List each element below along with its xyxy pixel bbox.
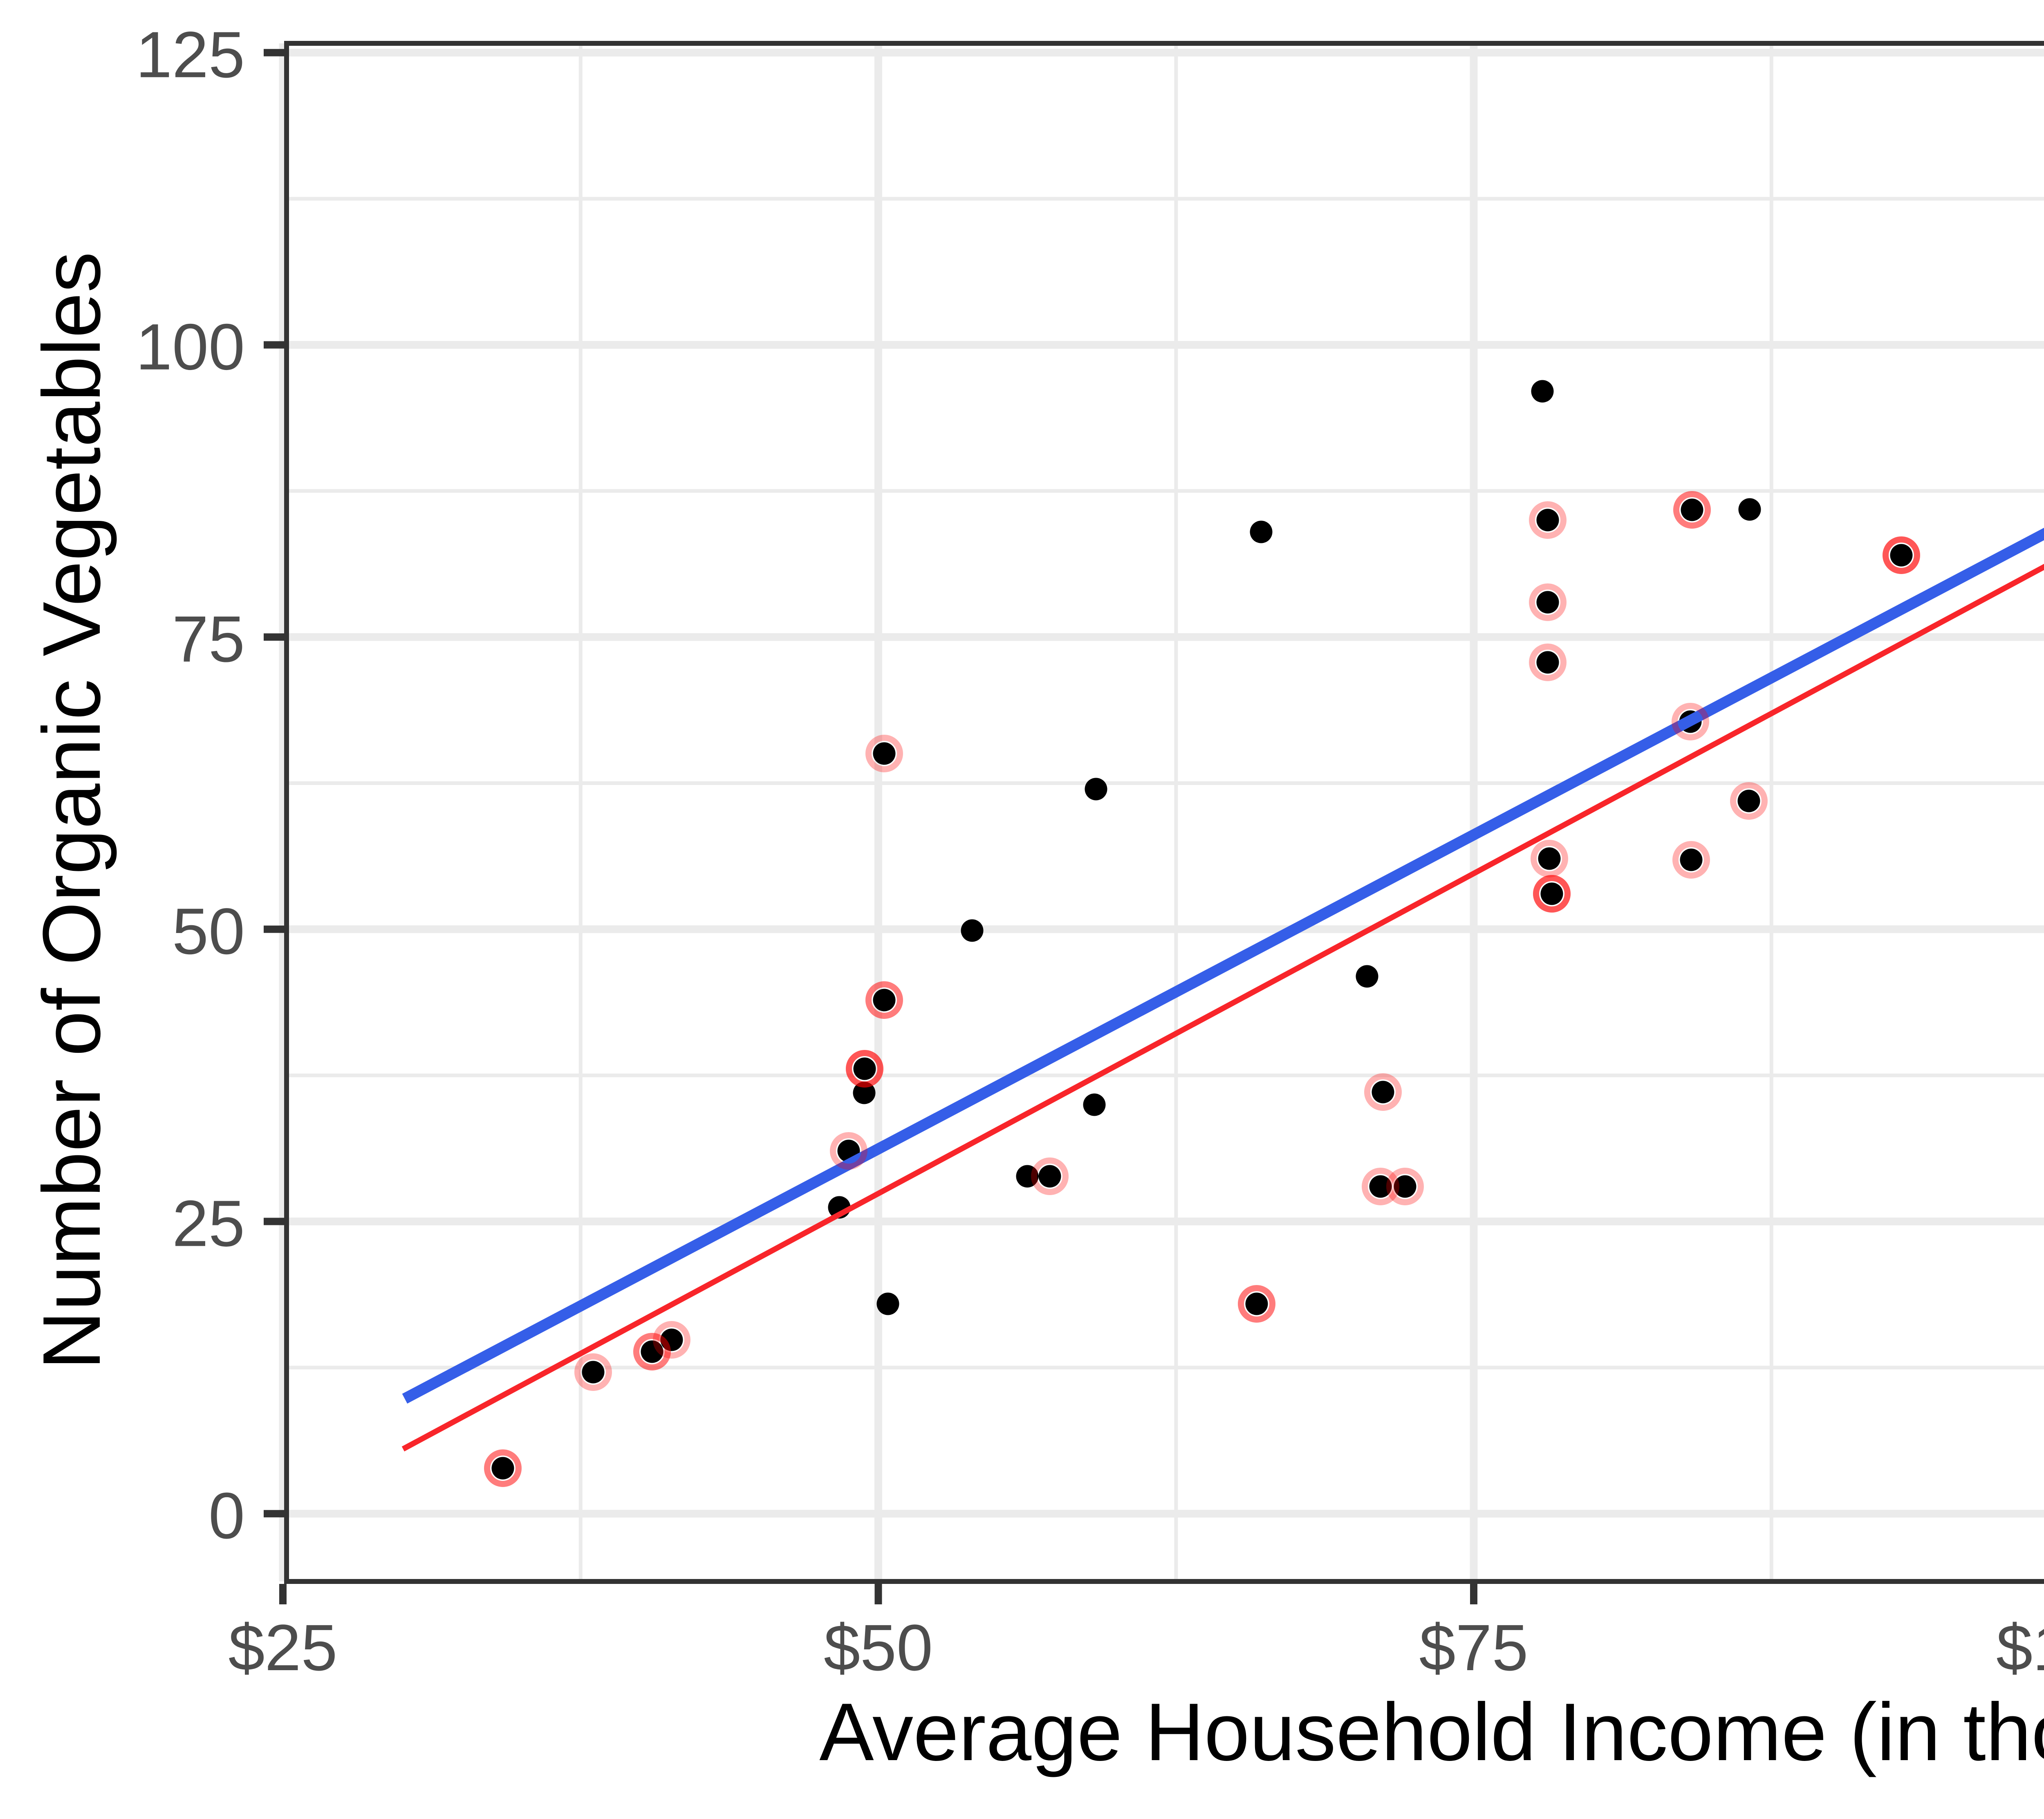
svg-text:$50: $50 [824,1611,933,1684]
svg-text:50: 50 [172,895,245,968]
svg-text:100: 100 [136,310,245,384]
svg-text:75: 75 [172,602,245,675]
svg-text:$75: $75 [1419,1611,1529,1684]
svg-text:0: 0 [208,1479,245,1552]
svg-text:$25: $25 [229,1611,338,1684]
svg-text:125: 125 [136,18,245,91]
svg-text:25: 25 [172,1187,245,1260]
svg-text:$100: $100 [1996,1611,2044,1684]
svg-text:Number of Organic Vegetables: Number of Organic Vegetables [26,252,117,1370]
svg-text:Average Household Income (in t: Average Household Income (in thousands) [819,1687,2044,1778]
